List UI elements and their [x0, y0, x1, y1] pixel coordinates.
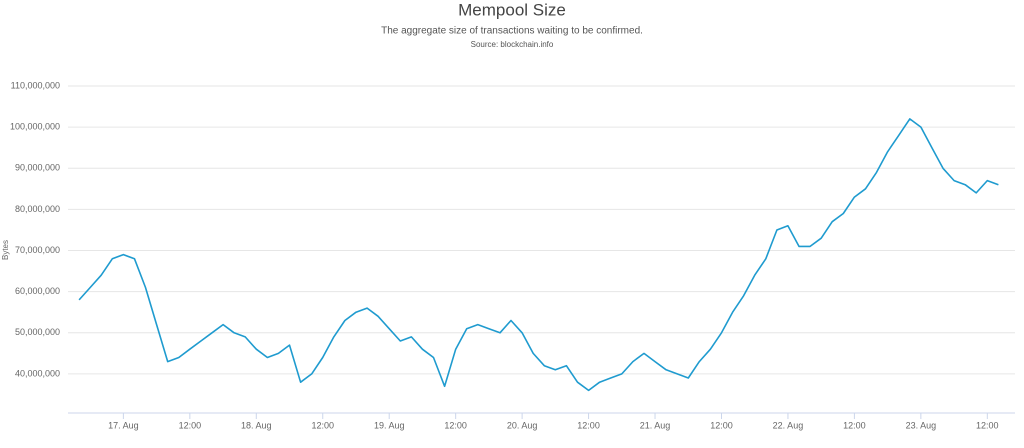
y-tick-label: 70,000,000	[15, 245, 60, 255]
x-tick-label: 23. Aug	[906, 420, 937, 430]
y-tick-label: 40,000,000	[15, 368, 60, 378]
x-tick-label: 21. Aug	[640, 420, 671, 430]
x-tick-label: 12:00	[577, 420, 600, 430]
y-tick-label: 50,000,000	[15, 327, 60, 337]
chart-source: Source: blockchain.info	[471, 40, 554, 49]
x-tick-label: 12:00	[976, 420, 999, 430]
x-tick-label: 19. Aug	[374, 420, 405, 430]
data-line	[78, 118, 999, 392]
x-tick-label: 17. Aug	[108, 420, 139, 430]
chart-subtitle: The aggregate size of transactions waiti…	[381, 26, 643, 37]
x-tick-label: 18. Aug	[241, 420, 272, 430]
y-tick-label: 80,000,000	[15, 204, 60, 214]
y-tick-label: 60,000,000	[15, 286, 60, 296]
y-tick-label: 90,000,000	[15, 163, 60, 173]
x-tick-label: 12:00	[179, 420, 202, 430]
chart-title: Mempool Size	[458, 0, 566, 19]
x-tick-label: 12:00	[444, 420, 467, 430]
y-tick-label: 110,000,000	[11, 80, 60, 90]
y-axis-label: Bytes	[1, 240, 10, 260]
x-tick-label: 12:00	[311, 420, 334, 430]
x-tick-label: 12:00	[710, 420, 733, 430]
x-tick-label: 22. Aug	[773, 420, 804, 430]
y-tick-label: 100,000,000	[10, 122, 60, 132]
x-tick-label: 12:00	[843, 420, 866, 430]
x-tick-label: 20. Aug	[507, 420, 538, 430]
